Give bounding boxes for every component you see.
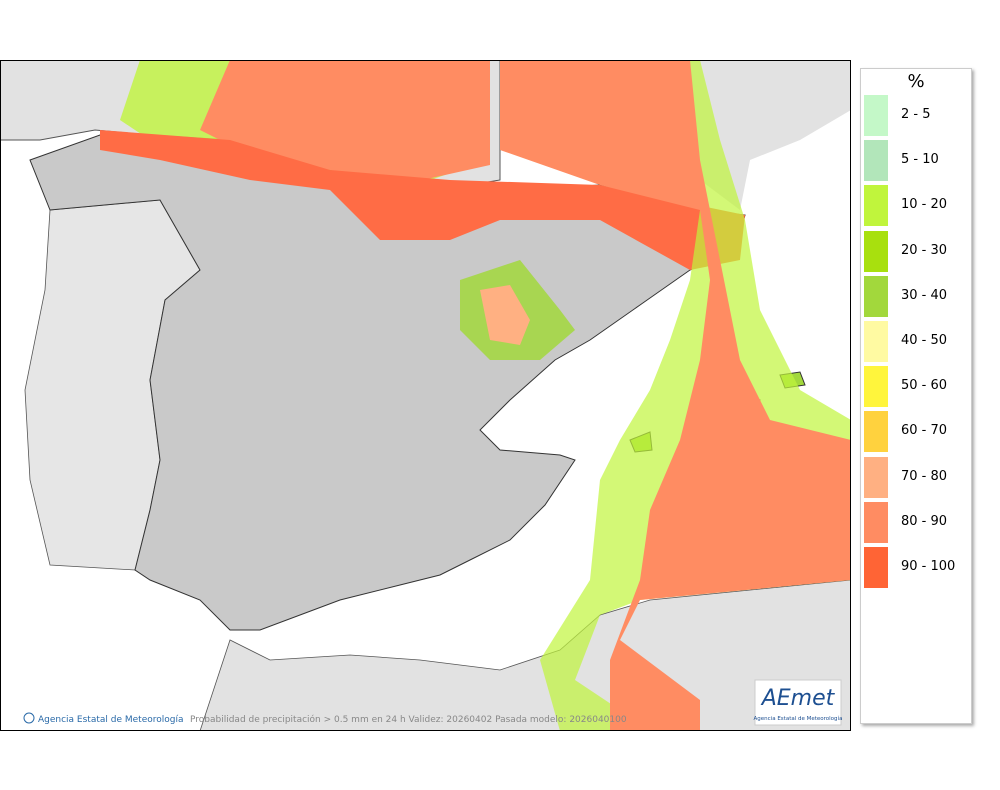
- legend-item: 70 - 80: [864, 456, 969, 498]
- legend-label: 60 - 70: [901, 423, 948, 439]
- map-frame: [0, 60, 851, 731]
- logo-text: AEmet: [760, 686, 836, 711]
- legend-title: %: [907, 71, 925, 92]
- legend-swatch: [864, 275, 888, 317]
- legend-label: 70 - 80: [901, 468, 948, 484]
- legend-label: 80 - 90: [901, 513, 948, 529]
- legend-swatch: [864, 411, 888, 453]
- legend-label: 20 - 30: [901, 242, 948, 258]
- logo-subtitle: Agencia Estatal de Meteorología: [754, 715, 843, 722]
- legend-swatch: [864, 547, 888, 588]
- legend-item: 80 - 90: [864, 501, 969, 543]
- legend-item: 2 - 5: [864, 95, 969, 136]
- precip-iberian-orange: [480, 285, 530, 345]
- legend-item: 10 - 20: [864, 185, 969, 227]
- legend-item: 30 - 40: [864, 275, 969, 317]
- precip-cantabric: [100, 130, 745, 270]
- legend-label: 5 - 10: [901, 152, 939, 168]
- legend-swatch: [864, 366, 888, 408]
- caption: Probabilidad de precipitación > 0.5 mm e…: [190, 714, 627, 725]
- legend: % 2 - 5 5 - 10 10 - 20 20 - 30 30 - 40 40 - 5…: [860, 68, 972, 724]
- legend-label: 30 - 40: [901, 287, 948, 303]
- legend-label: 10 - 20: [901, 197, 948, 213]
- legend-swatch: [864, 321, 888, 362]
- legend-item: 90 - 100: [864, 547, 969, 588]
- legend-swatch: [864, 501, 888, 543]
- precip-med-orange: [500, 60, 851, 731]
- legend-swatch: [864, 185, 888, 227]
- map: Agencia Estatal de Meteorología Probabil…: [0, 60, 851, 731]
- legend-label: 50 - 60: [901, 378, 948, 394]
- legend-label: 2 - 5: [901, 107, 931, 122]
- legend-item: 50 - 60: [864, 366, 969, 408]
- legend-label: 40 - 50: [901, 333, 948, 348]
- legend-label: 90 - 100: [901, 559, 956, 574]
- legend-swatch: [864, 456, 888, 498]
- credit: Agencia Estatal de Meteorología: [38, 715, 184, 725]
- logo-box: [754, 679, 842, 726]
- legend-swatch: [864, 140, 888, 182]
- copyright-icon: [23, 712, 35, 724]
- legend-item: 40 - 50: [864, 321, 969, 362]
- legend-swatch: [864, 95, 888, 136]
- legend-swatch: [864, 230, 888, 272]
- legend-item: 5 - 10: [864, 140, 969, 182]
- legend-item: 60 - 70: [864, 411, 969, 453]
- legend-item: 20 - 30: [864, 230, 969, 272]
- france-land-east: [690, 60, 851, 210]
